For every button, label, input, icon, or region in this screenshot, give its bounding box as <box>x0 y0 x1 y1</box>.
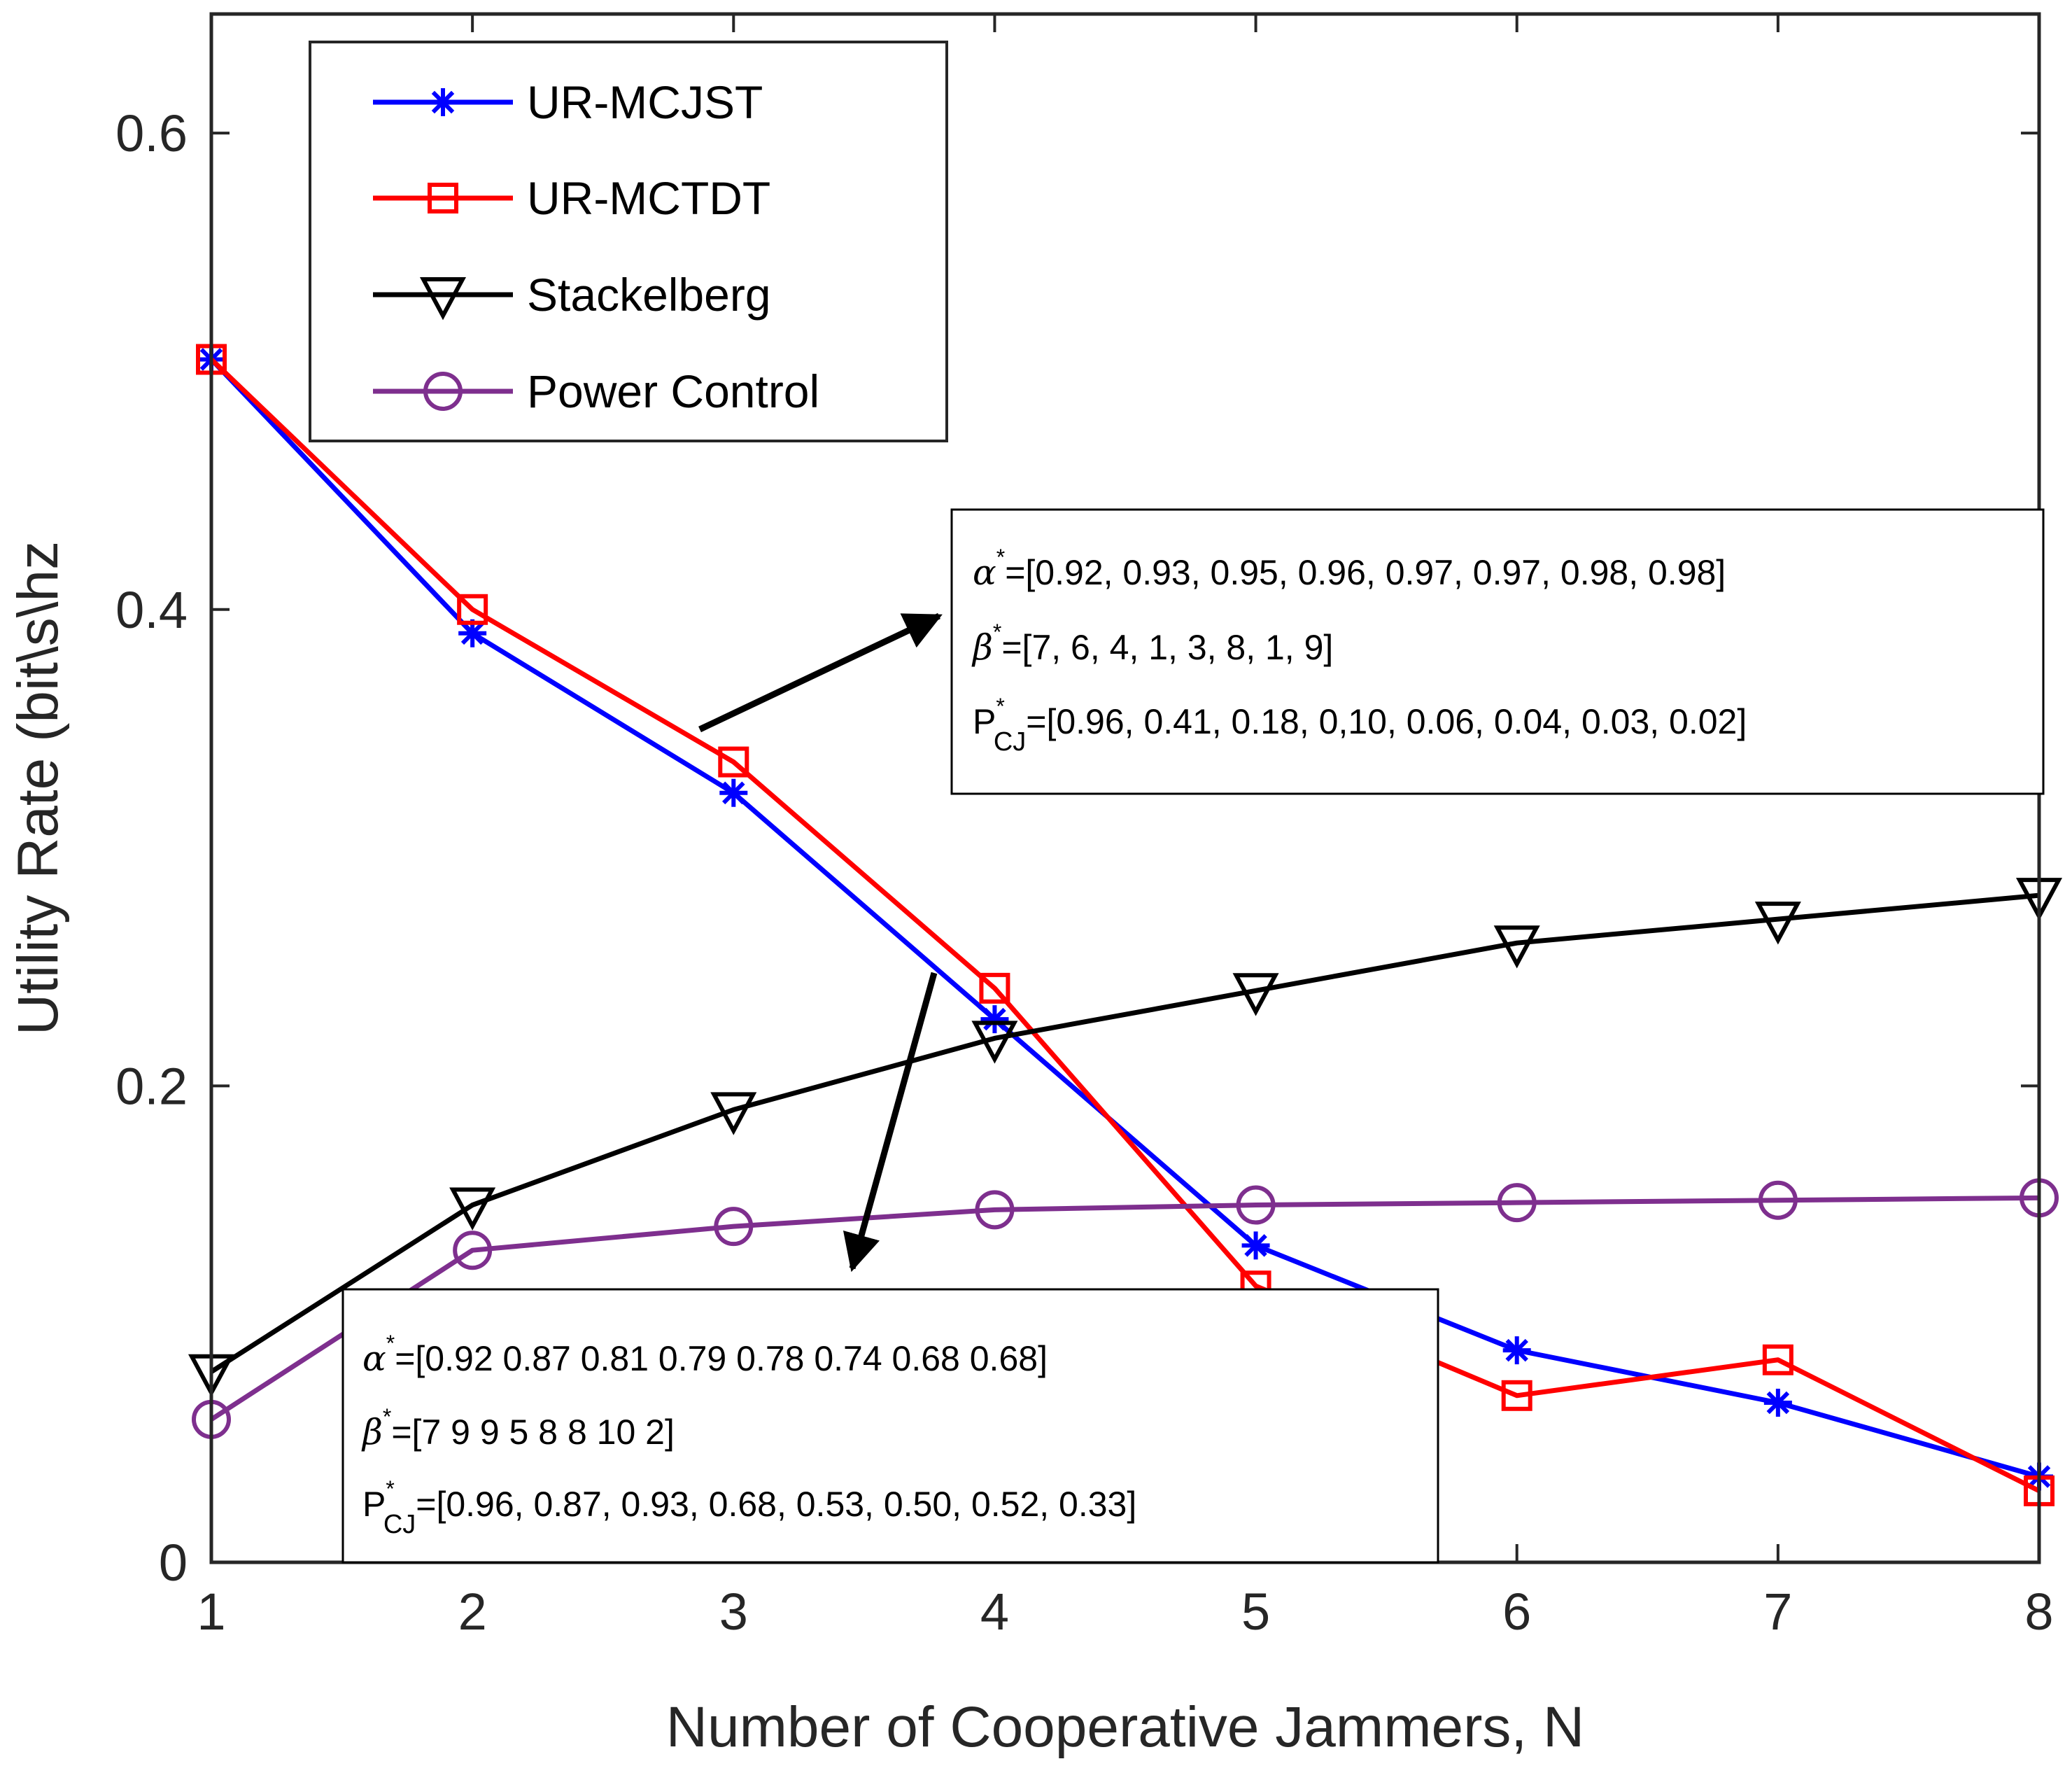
pcj-subscript: CJ <box>994 727 1026 757</box>
y-tick-label: 0.6 <box>115 104 188 162</box>
data-point <box>718 746 749 778</box>
series-line <box>210 1195 2040 1422</box>
alpha-values-lower: =[0.92 0.87 0.81 0.79 0.78 0.74 0.68 0.6… <box>395 1339 1048 1378</box>
beta-symbol: β <box>361 1412 383 1452</box>
legend-box <box>309 41 948 442</box>
svg-text:P*CJ=[0.96, 0.87, 0.93, 0.68,: P* CJ=[0.96, 0.87, 0.93, 0.68, 0.53, 0.50… <box>362 1476 1136 1539</box>
y-tick-label: 0 <box>159 1534 188 1592</box>
series-line <box>209 357 2041 1494</box>
data-point <box>719 778 748 807</box>
data-point <box>449 1187 496 1231</box>
legend-label: UR-MCJST <box>527 76 763 128</box>
data-point <box>453 1231 493 1270</box>
tick-layer: 1 2 3 4 5 6 7 8 0 0.2 0.4 0.6 <box>115 14 2054 1641</box>
data-point <box>1232 973 1279 1016</box>
annotation-box-lower: α*=[0.92 0.87 0.81 0.79 0.78 0.74 0.68 0… <box>341 1288 1439 1564</box>
data-point <box>1501 1380 1532 1411</box>
beta-values-upper: =[7, 6, 4, 1, 3, 8, 1, 9] <box>1001 628 1333 667</box>
annotation-arrow-upper <box>698 612 943 733</box>
data-point <box>1502 1336 1531 1365</box>
legend-label: UR-MCTDT <box>527 172 770 224</box>
x-tick-label: 2 <box>458 1583 487 1641</box>
annotation-box-upper: α*=[0.92, 0.93, 0.95, 0.96, 0.97, 0.97, … <box>950 508 2045 795</box>
data-point <box>1762 1344 1793 1375</box>
pcj-symbol: P <box>362 1485 386 1524</box>
annotation-box-upper-frame <box>950 508 2045 795</box>
beta-star: * <box>993 619 1001 645</box>
svg-text:β*=[7, 6, 4, 1, 3, 8, 1, 9]: β*=[7, 6, 4, 1, 3, 8, 1, 9] <box>971 619 1333 668</box>
x-tick-label: 8 <box>2024 1583 2053 1641</box>
alpha-symbol: α <box>362 1338 386 1379</box>
y-tick-label: 0.2 <box>115 1057 188 1115</box>
series-line <box>210 892 2040 1374</box>
alpha-star: * <box>386 1331 395 1356</box>
pcj-values-upper: =[0.96, 0.41, 0.18, 0,10, 0.06, 0.04, 0.… <box>1026 702 1747 741</box>
pcj-star: * <box>386 1476 394 1501</box>
alpha-star: * <box>996 545 1005 570</box>
y-axis-label: Utility Rate (bit\s\hz <box>6 541 70 1035</box>
legend-label: Stackelberg <box>527 269 771 321</box>
beta-values-lower: =[7 9 9 5 8 8 10 2] <box>391 1413 675 1452</box>
pcj-star: * <box>996 694 1004 719</box>
y-tick-label: 0.4 <box>115 581 188 639</box>
beta-symbol: β <box>971 627 993 668</box>
series-layer <box>188 344 2063 1506</box>
alpha-symbol: α <box>973 552 996 593</box>
legend-marker <box>428 183 458 213</box>
svg-text:α*=[0.92, 0.93, 0.95, 0.96, 0.: α*=[0.92, 0.93, 0.95, 0.96, 0.97, 0.97, … <box>973 545 1726 593</box>
legend-marker <box>429 88 457 116</box>
alpha-values-upper: =[0.92, 0.93, 0.95, 0.96, 0.97, 0.97, 0.… <box>1005 553 1726 592</box>
data-point <box>1236 1185 1276 1225</box>
data-point <box>710 1092 757 1135</box>
legend-marker <box>419 277 467 321</box>
data-point <box>971 1021 1018 1064</box>
x-tick-label: 7 <box>1763 1583 1792 1641</box>
beta-star: * <box>383 1404 391 1429</box>
legend-label: Power Control <box>527 365 819 417</box>
legend-marker <box>423 372 463 411</box>
legend: UR-MCJST UR-MCTDT Stackelberg Power Control <box>309 41 948 442</box>
data-point <box>975 1190 1015 1230</box>
x-tick-label: 5 <box>1241 1583 1270 1641</box>
x-tick-label: 1 <box>197 1583 225 1641</box>
pcj-values-lower: =[0.96, 0.87, 0.93, 0.68, 0.53, 0.50, 0.… <box>416 1485 1136 1524</box>
data-point <box>457 594 488 625</box>
annotation-arrow-lower <box>843 972 938 1273</box>
legend-item: Power Control <box>373 365 819 417</box>
pcj-subscript: CJ <box>383 1510 416 1539</box>
svg-text:P*CJ=[0.96, 0.41, 0.18, 0,10,: P* CJ=[0.96, 0.41, 0.18, 0,10, 0.06, 0.04… <box>973 694 1747 757</box>
annotation-box-lower-frame <box>341 1288 1439 1564</box>
series-ur-mcjst <box>197 345 2053 1491</box>
data-point <box>1493 925 1540 969</box>
data-point <box>1241 1231 1270 1260</box>
data-point <box>1763 1388 1792 1417</box>
x-axis-label: Number of Cooperative Jammers, N <box>666 1695 1584 1759</box>
data-point <box>1497 1183 1537 1223</box>
x-tick-label: 6 <box>1502 1583 1531 1641</box>
data-point <box>1754 902 1801 945</box>
data-point <box>979 972 1010 1004</box>
svg-text:α*=[0.92 0.87 0.81 0.79 0.78 0: α*=[0.92 0.87 0.81 0.79 0.78 0.74 0.68 0… <box>362 1331 1048 1379</box>
legend-item: UR-MCTDT <box>373 172 770 224</box>
x-tick-label: 4 <box>980 1583 1009 1641</box>
series-line <box>209 358 2040 1479</box>
legend-item: Stackelberg <box>373 269 771 321</box>
data-point <box>714 1207 754 1247</box>
svg-text:β*=[7 9 9 5 8 8 10 2]: β*=[7 9 9 5 8 8 10 2] <box>361 1404 675 1452</box>
data-point <box>1758 1180 1798 1220</box>
series-stackelberg <box>188 878 2063 1398</box>
data-point <box>980 1005 1009 1034</box>
legend-item: UR-MCJST <box>373 76 763 128</box>
x-tick-label: 3 <box>719 1583 748 1641</box>
pcj-symbol: P <box>973 702 996 741</box>
